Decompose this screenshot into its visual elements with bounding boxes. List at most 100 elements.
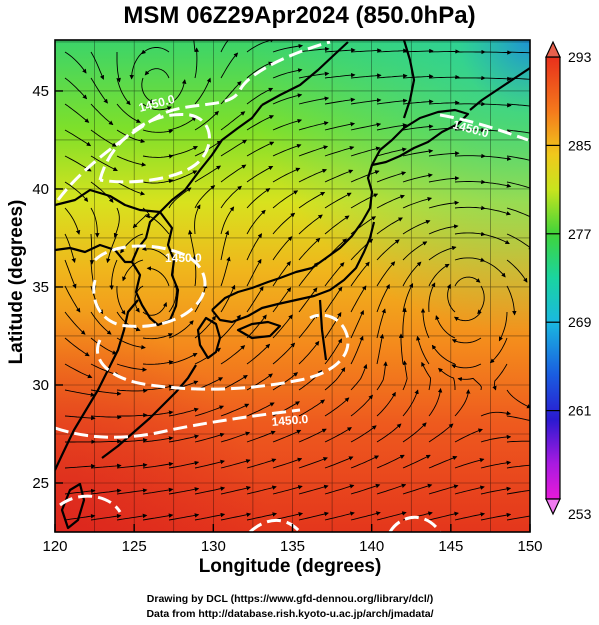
streamline xyxy=(350,394,373,417)
y-tick-label: 35 xyxy=(32,279,49,296)
streamline xyxy=(481,50,512,55)
streamline xyxy=(428,200,460,209)
streamline xyxy=(90,488,122,495)
streamline xyxy=(142,333,173,340)
streamline xyxy=(350,483,381,495)
streamline xyxy=(376,261,396,287)
streamline xyxy=(272,314,293,339)
streamline xyxy=(402,74,434,79)
streamline xyxy=(220,111,246,131)
streamline xyxy=(90,513,122,521)
streamline xyxy=(298,457,328,469)
streamline xyxy=(116,155,147,167)
coast-china-east xyxy=(55,299,139,471)
streamline xyxy=(142,178,174,184)
contour-south-loop xyxy=(96,313,350,391)
streamline xyxy=(246,87,274,105)
streamline xyxy=(220,139,248,157)
streamline xyxy=(90,389,122,396)
contour-east xyxy=(439,113,529,142)
streamline xyxy=(454,179,486,185)
streamline xyxy=(64,51,87,74)
streamline xyxy=(428,245,457,261)
streamline xyxy=(246,115,274,131)
streamline xyxy=(90,51,105,80)
streamline xyxy=(298,168,327,183)
streamline xyxy=(116,103,141,123)
streamline xyxy=(194,512,226,521)
streamline xyxy=(480,259,506,278)
streamline xyxy=(506,77,530,80)
streamline xyxy=(324,484,355,495)
streamline xyxy=(324,338,342,365)
streamline xyxy=(142,410,174,417)
streamline xyxy=(428,49,460,54)
streamline xyxy=(116,311,141,332)
streamline xyxy=(350,122,382,131)
streamline xyxy=(435,315,456,339)
streamline xyxy=(272,485,303,495)
streamline xyxy=(90,337,117,355)
streamline xyxy=(142,384,174,391)
streamline xyxy=(350,73,382,79)
streamline xyxy=(272,143,302,157)
coast-shikoku xyxy=(236,320,282,340)
streamline xyxy=(64,259,77,289)
streamline xyxy=(90,207,100,238)
streamline xyxy=(90,103,114,126)
colorbar-tick-label: 293 xyxy=(568,49,592,65)
streamline xyxy=(272,68,303,79)
streamline xyxy=(402,197,433,209)
streamline xyxy=(220,164,247,183)
streamline xyxy=(298,340,320,365)
streamline xyxy=(220,403,250,417)
streamline xyxy=(324,262,345,287)
streamline xyxy=(420,308,430,339)
colorbar-tick-label: 285 xyxy=(568,137,592,153)
streamline xyxy=(350,170,380,183)
streamline xyxy=(506,51,530,54)
streamline xyxy=(402,454,431,469)
contour-north xyxy=(98,112,211,184)
streamline xyxy=(220,230,230,261)
contour-center xyxy=(92,244,207,328)
streamline xyxy=(272,261,291,287)
streamline xyxy=(220,52,239,79)
y-tick-label: 45 xyxy=(32,83,49,100)
streamline xyxy=(506,464,530,469)
streamline xyxy=(480,460,512,469)
colorbar-tick-label: 261 xyxy=(568,403,592,419)
streamline xyxy=(144,68,170,79)
streamline xyxy=(428,125,460,131)
streamline xyxy=(298,96,330,105)
streamline xyxy=(246,458,277,469)
streamline xyxy=(350,285,367,313)
y-tick-label: 25 xyxy=(32,475,49,492)
streamline xyxy=(298,511,329,521)
streamline xyxy=(272,236,293,261)
streamline xyxy=(246,166,274,183)
streamline xyxy=(350,425,377,443)
colorbar-ticks: 293 285 277 269 261 253 xyxy=(546,49,592,522)
streamline xyxy=(220,256,231,287)
streamline xyxy=(272,287,292,313)
x-tick-label: 140 xyxy=(359,538,384,555)
streamline xyxy=(220,431,251,443)
streamline xyxy=(64,181,89,202)
credit-data: Data from http://database.rish.kyoto-u.a… xyxy=(146,608,434,620)
coast-hokkaido xyxy=(370,108,470,167)
streamline xyxy=(506,233,530,250)
streamline xyxy=(480,76,512,82)
streamline xyxy=(116,388,148,393)
contour-taiwan xyxy=(59,494,122,513)
streamline xyxy=(116,285,126,315)
streamline xyxy=(64,285,81,313)
streamline xyxy=(193,40,196,53)
coast-manchuria xyxy=(159,104,263,213)
streamline xyxy=(454,276,481,287)
streamline xyxy=(506,285,517,316)
streamline xyxy=(324,122,356,131)
streamline xyxy=(64,363,93,379)
streamline xyxy=(187,229,196,261)
streamline xyxy=(246,209,266,235)
